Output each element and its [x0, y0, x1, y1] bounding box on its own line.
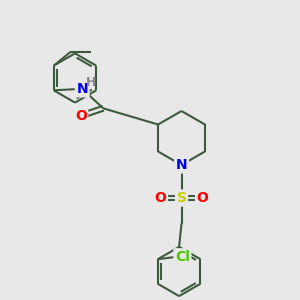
Text: O: O: [75, 109, 87, 123]
Text: N: N: [76, 82, 88, 96]
Text: H: H: [85, 76, 96, 89]
Text: O: O: [154, 191, 166, 205]
Text: S: S: [176, 191, 187, 205]
Text: Cl: Cl: [175, 250, 190, 264]
Text: N: N: [176, 158, 187, 172]
Text: O: O: [196, 191, 208, 205]
